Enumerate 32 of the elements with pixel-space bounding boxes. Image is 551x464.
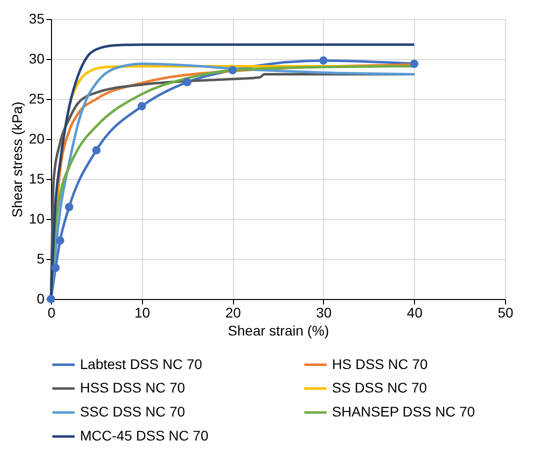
point xyxy=(92,146,101,154)
x-tick-label: 20 xyxy=(225,304,242,320)
legend-label: SHANSEP DSS NC 70 xyxy=(332,404,476,420)
point xyxy=(228,66,237,74)
legend-label: SS DSS NC 70 xyxy=(332,380,428,396)
y-tick-label: 0 xyxy=(36,290,45,306)
x-tick-label: 50 xyxy=(498,304,514,320)
legend-label: HSS DSS NC 70 xyxy=(80,380,186,396)
y-tick-label: 35 xyxy=(28,10,45,26)
x-tick-label: 0 xyxy=(48,304,56,320)
x-tick-label: 10 xyxy=(134,304,150,320)
y-tick-label: 5 xyxy=(36,250,45,266)
x-tick-label: 30 xyxy=(316,304,332,320)
point xyxy=(56,236,64,245)
point xyxy=(319,56,328,65)
x-tick-label: 40 xyxy=(406,304,423,320)
legend-label: MCC-45 DSS NC 70 xyxy=(80,428,209,444)
point xyxy=(51,264,60,272)
legend-label: HS DSS NC 70 xyxy=(332,356,428,372)
y-tick-label: 25 xyxy=(28,90,45,106)
legend-label: Labtest DSS NC 70 xyxy=(80,356,202,372)
y-tick-label: 10 xyxy=(28,210,45,226)
y-tick-label: 30 xyxy=(28,50,45,66)
legend-label: SSC DSS NC 70 xyxy=(80,404,186,420)
point xyxy=(183,78,192,86)
point xyxy=(64,202,74,212)
y-tick-label: 20 xyxy=(28,130,45,146)
point xyxy=(138,102,146,110)
y-axis-title: Shear stress (kPa) xyxy=(8,102,25,218)
x-axis-title: Shear strain (%) xyxy=(228,322,330,338)
point xyxy=(410,60,418,68)
y-tick-label: 15 xyxy=(28,170,45,186)
